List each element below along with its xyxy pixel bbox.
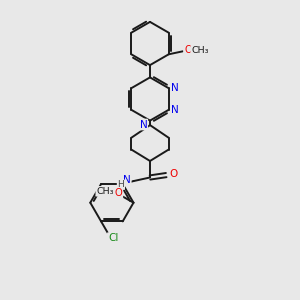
Text: N: N: [171, 83, 179, 93]
Text: CH₃: CH₃: [96, 187, 114, 196]
Text: Cl: Cl: [108, 233, 118, 243]
Text: N: N: [140, 119, 147, 130]
Text: O: O: [115, 188, 122, 198]
Text: N: N: [123, 176, 131, 185]
Text: CH₃: CH₃: [191, 46, 209, 55]
Text: O: O: [169, 169, 177, 179]
Text: H: H: [118, 180, 124, 189]
Text: O: O: [184, 45, 192, 56]
Text: N: N: [171, 105, 179, 115]
